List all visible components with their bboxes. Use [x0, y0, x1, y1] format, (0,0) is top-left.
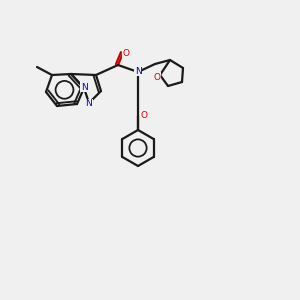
Text: N: N — [135, 67, 141, 76]
Text: O: O — [140, 112, 148, 121]
Text: O: O — [122, 49, 130, 58]
Text: N: N — [85, 100, 92, 109]
Text: O: O — [154, 73, 160, 82]
Text: N: N — [81, 82, 87, 91]
